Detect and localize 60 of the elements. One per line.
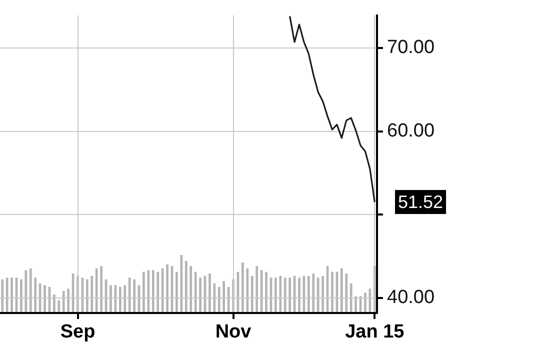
bar (288, 278, 291, 313)
bar (274, 278, 277, 313)
bar (242, 262, 244, 313)
bar (279, 276, 282, 313)
bar (95, 268, 98, 313)
bar (29, 268, 32, 313)
x-tick-label: Jan 15 (345, 322, 405, 343)
bar (110, 285, 112, 313)
text: 51.52 (398, 192, 444, 212)
bar (133, 279, 136, 313)
bar (265, 272, 268, 313)
x-tick-label: Nov (215, 322, 252, 343)
bar (156, 272, 160, 313)
bar (364, 292, 366, 313)
x-tick-label: Sep (60, 322, 96, 343)
bar (345, 274, 348, 313)
bar (298, 278, 300, 313)
bar (213, 283, 216, 313)
bar (53, 294, 56, 313)
bar (218, 286, 220, 313)
bar (142, 272, 145, 313)
bar (152, 270, 154, 313)
bar (184, 260, 188, 313)
bar (10, 278, 13, 313)
bar (250, 276, 254, 313)
y-tick-label: 40.00 (387, 287, 435, 308)
bar (1, 279, 4, 313)
bar (246, 268, 249, 313)
bar (176, 272, 178, 313)
bar (350, 283, 352, 313)
bar (58, 300, 60, 313)
bar (307, 276, 310, 313)
bar (340, 268, 343, 313)
bar (256, 266, 258, 313)
bar (62, 290, 65, 313)
bar (34, 278, 37, 313)
bar (284, 278, 286, 313)
bar (90, 276, 94, 313)
bar (208, 274, 211, 313)
bar (118, 286, 122, 313)
bar (20, 279, 22, 313)
y-tick-label: 70.00 (387, 37, 435, 58)
bar (128, 278, 131, 313)
bar (190, 266, 192, 313)
bar (316, 278, 320, 313)
bar (44, 285, 46, 313)
bar (331, 272, 334, 313)
bar (199, 278, 202, 313)
bar (24, 270, 28, 313)
bar (86, 279, 88, 313)
bar (354, 296, 357, 313)
bar (312, 274, 315, 313)
bar (100, 266, 102, 313)
bar (124, 285, 126, 313)
bar (67, 288, 70, 313)
bar (322, 276, 324, 313)
bar (161, 268, 164, 313)
bar (166, 264, 168, 313)
y-tick-label: 60.00 (387, 120, 435, 142)
bar (222, 281, 226, 313)
